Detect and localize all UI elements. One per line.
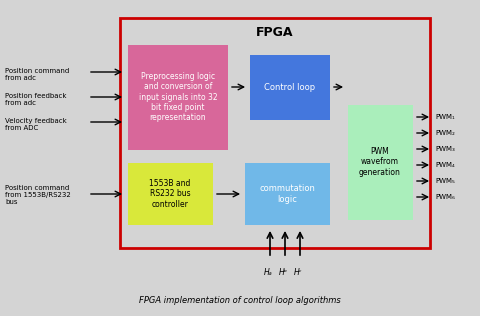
Text: Preprocessing logic
and conversion of
input signals into 32
bit fixed point
repr: Preprocessing logic and conversion of in… bbox=[139, 72, 217, 122]
Bar bbox=[250, 55, 330, 120]
Text: FPGA implementation of control loop algorithms: FPGA implementation of control loop algo… bbox=[139, 296, 341, 305]
Text: PWM₄: PWM₄ bbox=[435, 162, 455, 168]
Bar bbox=[245, 163, 330, 225]
Bar bbox=[348, 105, 413, 220]
Text: PWM
wavefrom
generation: PWM wavefrom generation bbox=[359, 147, 401, 177]
Text: Position feedback
from adc: Position feedback from adc bbox=[5, 93, 67, 106]
Text: commutation
logic: commutation logic bbox=[259, 184, 315, 204]
Text: 1553B and
RS232 bus
controller: 1553B and RS232 bus controller bbox=[149, 179, 191, 209]
Text: Hₐ: Hₐ bbox=[264, 268, 272, 277]
Text: Control loop: Control loop bbox=[264, 82, 315, 92]
Text: Position command
from adc: Position command from adc bbox=[5, 68, 69, 81]
Text: PWM₅: PWM₅ bbox=[435, 178, 455, 184]
Bar bbox=[128, 45, 228, 150]
Text: Hᶜ: Hᶜ bbox=[294, 268, 302, 277]
Text: Position command
from 1553B/RS232
bus: Position command from 1553B/RS232 bus bbox=[5, 185, 71, 205]
Text: PWM₁: PWM₁ bbox=[435, 114, 455, 120]
Text: PWM₂: PWM₂ bbox=[435, 130, 455, 136]
Bar bbox=[128, 163, 213, 225]
Bar bbox=[120, 18, 430, 248]
Text: FPGA: FPGA bbox=[256, 26, 294, 39]
Text: PWM₆: PWM₆ bbox=[435, 194, 455, 200]
Text: Velocity feedback
from ADC: Velocity feedback from ADC bbox=[5, 118, 67, 131]
Text: PWM₃: PWM₃ bbox=[435, 146, 455, 152]
Text: Hᵇ: Hᵇ bbox=[278, 268, 288, 277]
